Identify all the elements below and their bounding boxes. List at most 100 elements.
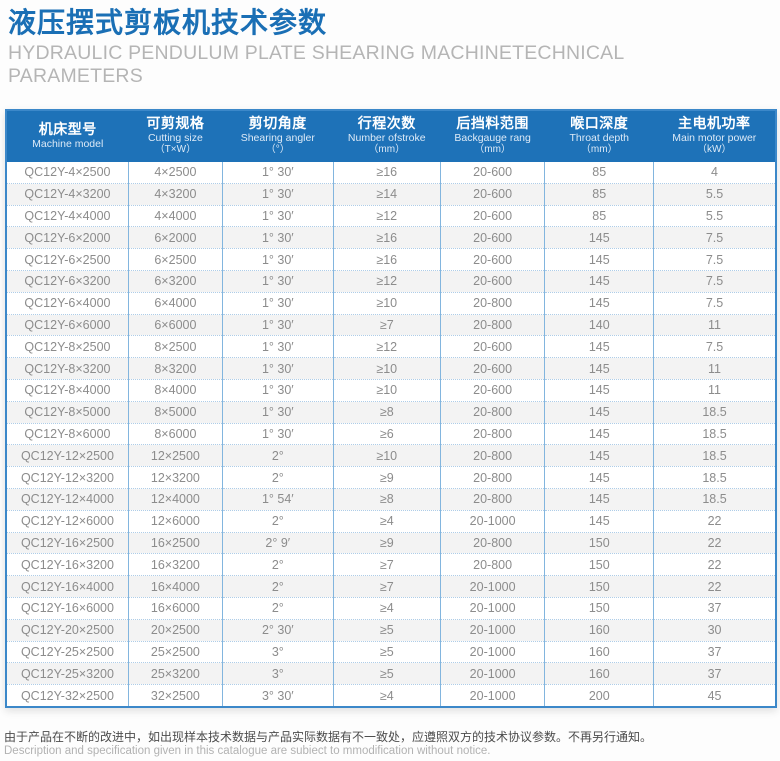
value-cell: 145 bbox=[544, 401, 655, 424]
table-row: QC12Y-16×4000 16×4000 2° ≥7 20-1000 150 22 bbox=[6, 575, 776, 598]
value-cell: 20-800 bbox=[440, 488, 546, 511]
value-cell: 3° 30′ bbox=[222, 684, 334, 707]
value-cell: 145 bbox=[544, 423, 655, 446]
column-header-unit: （kW） bbox=[697, 144, 732, 156]
machine-model-cell: QC12Y-6×2500 bbox=[6, 248, 129, 271]
value-cell: 20-600 bbox=[440, 205, 546, 228]
value-cell: 160 bbox=[544, 641, 655, 664]
column-header-chinese: 喉口深度 bbox=[570, 115, 629, 132]
value-cell: 7.5 bbox=[653, 226, 776, 250]
value-cell: 145 bbox=[544, 292, 655, 315]
value-cell: ≥9 bbox=[333, 532, 441, 555]
value-cell: 20-600 bbox=[440, 270, 546, 293]
machine-model-cell: QC12Y-12×6000 bbox=[6, 510, 129, 533]
machine-model-cell: QC12Y-12×2500 bbox=[6, 444, 129, 468]
value-cell: 32×2500 bbox=[128, 684, 223, 707]
table-row: QC12Y-16×6000 16×6000 2° ≥4 20-1000 150 37 bbox=[6, 597, 776, 620]
column-header-chinese: 机床型号 bbox=[38, 120, 97, 137]
value-cell: 8×2500 bbox=[128, 335, 223, 359]
value-cell: 20-1000 bbox=[440, 510, 546, 533]
column-header: 剪切角度 Shearing angler （°） bbox=[222, 110, 334, 162]
value-cell: 8×5000 bbox=[128, 401, 223, 424]
value-cell: 1° 30′ bbox=[222, 423, 334, 446]
value-cell: ≥5 bbox=[333, 662, 441, 686]
value-cell: 1° 30′ bbox=[222, 226, 334, 250]
value-cell: 1° 30′ bbox=[222, 401, 334, 424]
value-cell: 2° bbox=[222, 597, 334, 620]
machine-model-cell: QC12Y-8×4000 bbox=[6, 379, 129, 402]
value-cell: 20-600 bbox=[440, 162, 546, 184]
value-cell: 1° 30′ bbox=[222, 183, 334, 206]
value-cell: 2° bbox=[222, 575, 334, 598]
value-cell: 12×4000 bbox=[128, 488, 223, 511]
value-cell: 20-600 bbox=[440, 357, 546, 380]
value-cell: 145 bbox=[544, 226, 655, 250]
value-cell: 20-1000 bbox=[440, 684, 546, 707]
value-cell: 20-800 bbox=[440, 466, 546, 489]
machine-model-cell: QC12Y-4×4000 bbox=[6, 205, 129, 228]
value-cell: 6×6000 bbox=[128, 314, 223, 337]
column-header: 喉口深度 Throat depth （mm） bbox=[544, 110, 654, 162]
value-cell: 1° 30′ bbox=[222, 292, 334, 315]
spec-table-body: QC12Y-4×2500 4×2500 1° 30′ ≥16 20-600 85 4 QC12… bbox=[6, 162, 776, 707]
value-cell: 20-1000 bbox=[440, 662, 546, 686]
value-cell: 18.5 bbox=[653, 466, 776, 489]
value-cell: 145 bbox=[544, 270, 655, 293]
value-cell: 160 bbox=[544, 619, 655, 642]
machine-model-cell: QC12Y-6×3200 bbox=[6, 270, 129, 293]
value-cell: 22 bbox=[653, 553, 776, 577]
table-row: QC12Y-4×3200 4×3200 1° 30′ ≥14 20-600 85 5.5 bbox=[6, 183, 776, 206]
value-cell: 7.5 bbox=[653, 270, 776, 293]
value-cell: ≥10 bbox=[333, 292, 441, 315]
table-row: QC12Y-16×2500 16×2500 2° 9′ ≥9 20-800 150 22 bbox=[6, 532, 776, 555]
value-cell: ≥7 bbox=[333, 575, 441, 598]
column-header-english: Cutting size bbox=[147, 132, 203, 145]
value-cell: 7.5 bbox=[653, 248, 776, 271]
value-cell: 1° 30′ bbox=[222, 379, 334, 402]
value-cell: 145 bbox=[544, 379, 655, 402]
value-cell: ≥4 bbox=[333, 684, 441, 707]
value-cell: 150 bbox=[544, 532, 655, 555]
machine-model-cell: QC12Y-4×2500 bbox=[6, 162, 129, 184]
value-cell: 16×3200 bbox=[128, 553, 223, 577]
value-cell: 6×2000 bbox=[128, 226, 223, 250]
value-cell: 22 bbox=[653, 532, 776, 555]
value-cell: 85 bbox=[544, 205, 655, 228]
table-row: QC12Y-12×3200 12×3200 2° ≥9 20-800 145 18.5 bbox=[6, 466, 776, 489]
value-cell: 30 bbox=[653, 619, 776, 642]
value-cell: 12×6000 bbox=[128, 510, 223, 533]
column-header-english: Throat depth bbox=[569, 132, 630, 145]
value-cell: ≥12 bbox=[333, 270, 441, 293]
value-cell: ≥14 bbox=[333, 183, 441, 206]
value-cell: 18.5 bbox=[653, 423, 776, 446]
table-row: QC12Y-12×6000 12×6000 2° ≥4 20-1000 145 22 bbox=[6, 510, 776, 533]
machine-model-cell: QC12Y-16×2500 bbox=[6, 532, 129, 555]
value-cell: 22 bbox=[653, 510, 776, 533]
column-header-unit: （°） bbox=[265, 144, 290, 156]
table-row: QC12Y-12×2500 12×2500 2° ≥10 20-800 145 18.5 bbox=[6, 444, 776, 468]
value-cell: 1° 30′ bbox=[222, 162, 334, 184]
machine-model-cell: QC12Y-8×3200 bbox=[6, 357, 129, 380]
value-cell: 2° bbox=[222, 510, 334, 533]
value-cell: ≥8 bbox=[333, 401, 441, 424]
column-header: 可剪规格 Cutting size （T×W） bbox=[128, 110, 223, 162]
value-cell: 25×3200 bbox=[128, 662, 223, 686]
table-row: QC12Y-8×3200 8×3200 1° 30′ ≥10 20-600 145 11 bbox=[6, 357, 776, 380]
footer-note-english: Description and specification given in t… bbox=[4, 745, 491, 757]
value-cell: 20-800 bbox=[440, 314, 546, 337]
value-cell: 5.5 bbox=[653, 205, 776, 228]
column-header-chinese: 后挡料范围 bbox=[456, 115, 529, 132]
column-header-unit: （mm） bbox=[580, 144, 618, 156]
value-cell: ≥5 bbox=[333, 641, 441, 664]
value-cell: 20-600 bbox=[440, 335, 546, 359]
value-cell: 37 bbox=[653, 662, 776, 686]
value-cell: 45 bbox=[653, 684, 776, 707]
value-cell: 4 bbox=[653, 162, 776, 184]
spec-table-container: 机床型号 Machine model 可剪规格 Cutting size （T×W） 剪切… bbox=[5, 109, 777, 708]
value-cell: 1° 30′ bbox=[222, 314, 334, 337]
value-cell: 4×4000 bbox=[128, 205, 223, 228]
value-cell: 1° 30′ bbox=[222, 270, 334, 293]
value-cell: 12×2500 bbox=[128, 444, 223, 468]
value-cell: 3° bbox=[222, 662, 334, 686]
table-row: QC12Y-6×4000 6×4000 1° 30′ ≥10 20-800 145 7.5 bbox=[6, 292, 776, 315]
